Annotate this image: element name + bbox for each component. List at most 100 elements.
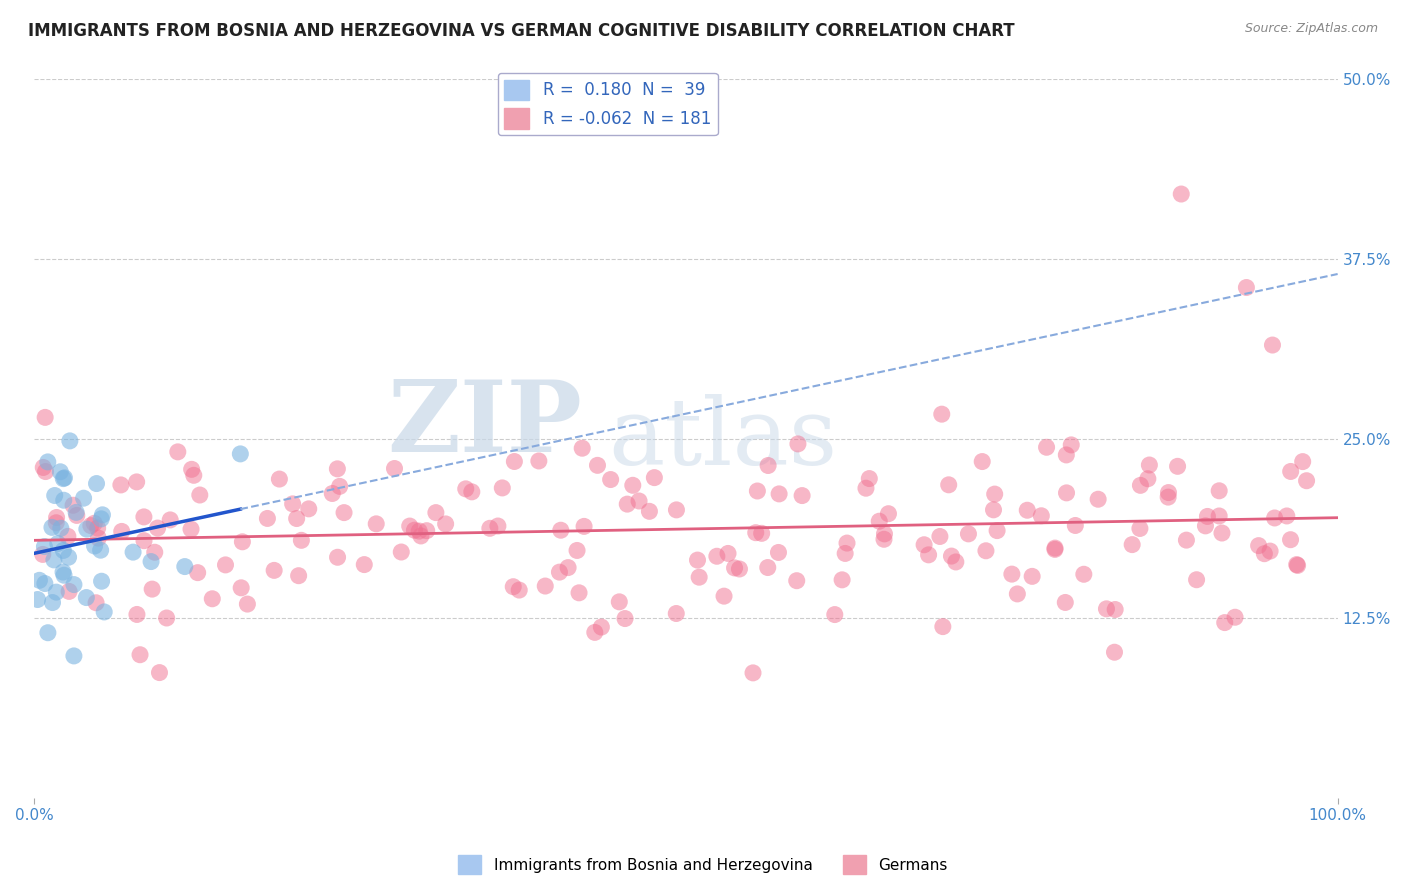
Text: ZIP: ZIP <box>387 376 582 473</box>
Point <box>858 471 880 485</box>
Point <box>583 625 606 640</box>
Point <box>1157 490 1180 504</box>
Point <box>76 522 98 536</box>
Point <box>986 524 1008 538</box>
Point <box>1279 465 1302 479</box>
Point <box>1247 539 1270 553</box>
Point <box>628 494 651 508</box>
Point <box>49 521 72 535</box>
Point <box>66 508 89 523</box>
Point <box>434 516 457 531</box>
Point <box>236 597 259 611</box>
Point <box>321 486 343 500</box>
Point <box>52 543 75 558</box>
Point <box>49 465 72 479</box>
Point <box>231 534 253 549</box>
Point <box>329 479 352 493</box>
Point <box>129 648 152 662</box>
Point <box>745 525 768 540</box>
Point <box>756 560 779 574</box>
Point <box>1157 485 1180 500</box>
Point <box>45 585 67 599</box>
Point <box>932 619 955 633</box>
Point <box>945 555 967 569</box>
Point <box>1275 508 1298 523</box>
Point <box>1197 509 1219 524</box>
Point <box>1285 558 1308 572</box>
Point <box>928 529 950 543</box>
Point <box>571 441 593 455</box>
Point <box>1167 459 1189 474</box>
Point <box>287 568 309 582</box>
Point <box>983 487 1005 501</box>
Point <box>713 589 735 603</box>
Point <box>159 513 181 527</box>
Point <box>591 620 613 634</box>
Point <box>143 545 166 559</box>
Point <box>756 458 779 473</box>
Point <box>786 574 808 588</box>
Point <box>1234 280 1257 294</box>
Point <box>83 516 105 531</box>
Point <box>53 471 76 485</box>
Point <box>717 546 740 560</box>
Point <box>912 538 935 552</box>
Point <box>1035 440 1057 454</box>
Point <box>28 574 51 588</box>
Point <box>404 523 426 537</box>
Point <box>957 527 980 541</box>
Point <box>1175 533 1198 548</box>
Point <box>1208 483 1230 498</box>
Point <box>1170 187 1192 202</box>
Point <box>1137 458 1160 472</box>
Text: IMMIGRANTS FROM BOSNIA AND HERZEGOVINA VS GERMAN COGNITIVE DISABILITY CORRELATIO: IMMIGRANTS FROM BOSNIA AND HERZEGOVINA V… <box>28 22 1015 40</box>
Point <box>527 454 550 468</box>
Point <box>83 539 105 553</box>
Point <box>877 507 900 521</box>
Point <box>502 580 524 594</box>
Point <box>141 582 163 596</box>
Point <box>1185 573 1208 587</box>
Point <box>44 489 66 503</box>
Point <box>478 521 501 535</box>
Point <box>41 596 63 610</box>
Point <box>110 478 132 492</box>
Point <box>638 504 661 518</box>
Point <box>31 548 53 562</box>
Point <box>1253 547 1275 561</box>
Point <box>90 512 112 526</box>
Point <box>1031 508 1053 523</box>
Point <box>326 462 349 476</box>
Point <box>285 511 308 525</box>
Point <box>1295 474 1317 488</box>
Point <box>491 481 513 495</box>
Point <box>298 501 321 516</box>
Point <box>486 519 509 533</box>
Point <box>41 520 63 534</box>
Point <box>548 565 571 579</box>
Point <box>1054 595 1077 609</box>
Point <box>728 562 751 576</box>
Point <box>290 533 312 548</box>
Point <box>180 522 202 536</box>
Point <box>353 558 375 572</box>
Point <box>616 497 638 511</box>
Point <box>1060 438 1083 452</box>
Point <box>146 521 169 535</box>
Point <box>742 665 765 680</box>
Point <box>139 555 162 569</box>
Point <box>183 468 205 483</box>
Point <box>166 445 188 459</box>
Point <box>834 546 856 560</box>
Point <box>1279 533 1302 547</box>
Point <box>45 510 67 524</box>
Point <box>461 484 484 499</box>
Point <box>389 545 412 559</box>
Point <box>58 584 80 599</box>
Point <box>787 437 810 451</box>
Point <box>1104 645 1126 659</box>
Point <box>188 488 211 502</box>
Point <box>1258 544 1281 558</box>
Point <box>91 508 114 522</box>
Point <box>831 573 853 587</box>
